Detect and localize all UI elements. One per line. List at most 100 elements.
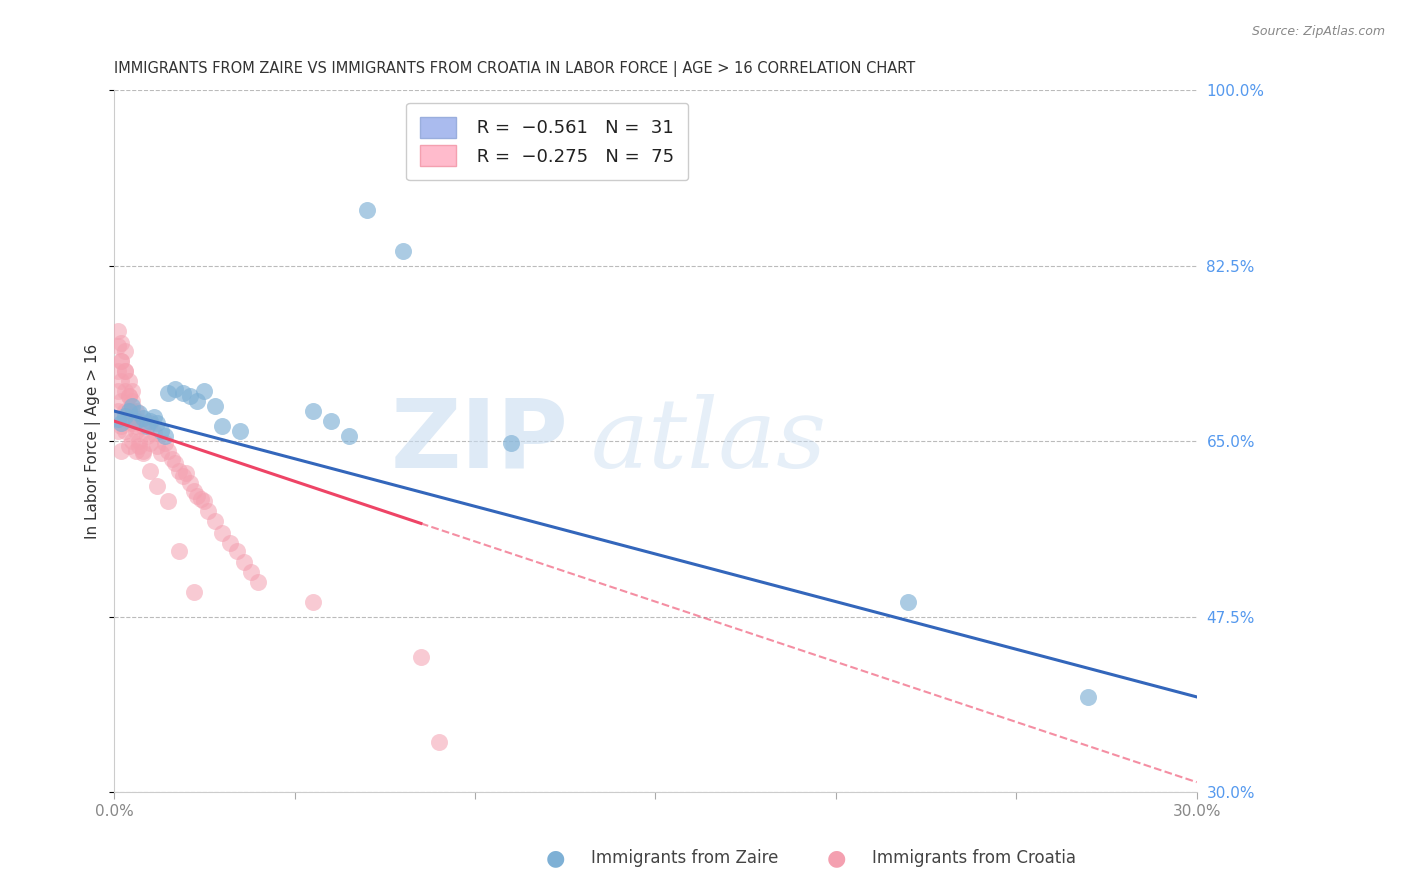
Point: [110, 354, 132, 368]
Text: IMMIGRANTS FROM ZAIRE VS IMMIGRANTS FROM CROATIA IN LABOR FORCE | AGE > 16 CORRE: IMMIGRANTS FROM ZAIRE VS IMMIGRANTS FROM…: [114, 62, 915, 78]
Point: [110, 354, 132, 368]
Point: [117, 389, 139, 403]
Point: [186, 394, 208, 409]
Point: [110, 374, 132, 388]
Point: [135, 419, 157, 434]
Point: [117, 439, 139, 453]
Point: [176, 467, 198, 481]
Point: [139, 436, 162, 450]
Point: [150, 424, 173, 438]
Point: [160, 452, 183, 467]
Point: [301, 594, 323, 608]
Point: [114, 384, 136, 398]
Text: ●: ●: [546, 848, 565, 868]
Point: [128, 434, 150, 449]
Point: [132, 411, 155, 425]
Point: [211, 526, 233, 541]
Point: [190, 492, 212, 507]
Point: [132, 446, 155, 460]
Point: [319, 414, 342, 428]
Point: [142, 410, 165, 425]
Point: [107, 424, 129, 438]
Point: [128, 414, 150, 428]
Point: [157, 444, 180, 458]
Point: [117, 404, 139, 418]
Point: [139, 416, 162, 430]
Point: [247, 574, 270, 589]
Point: [179, 389, 201, 403]
Point: [409, 649, 432, 664]
Point: [897, 594, 920, 608]
Point: [337, 429, 360, 443]
Point: [392, 244, 415, 258]
Point: [125, 444, 148, 458]
Point: [218, 536, 240, 550]
Point: [128, 406, 150, 420]
Point: [121, 384, 143, 398]
Point: [107, 364, 129, 378]
Text: ●: ●: [827, 848, 846, 868]
Point: [165, 382, 187, 396]
Point: [142, 426, 165, 441]
Point: [117, 374, 139, 388]
Point: [110, 394, 132, 409]
Point: [157, 494, 180, 508]
Point: [107, 404, 129, 418]
Point: [146, 479, 169, 493]
Point: [114, 404, 136, 418]
Point: [204, 399, 226, 413]
Point: [240, 565, 263, 579]
Point: [132, 419, 155, 434]
Text: Immigrants from Croatia: Immigrants from Croatia: [872, 849, 1076, 867]
Point: [110, 419, 132, 434]
Point: [179, 476, 201, 491]
Text: Source: ZipAtlas.com: Source: ZipAtlas.com: [1251, 25, 1385, 38]
Point: [153, 429, 176, 443]
Point: [427, 735, 450, 749]
Point: [110, 444, 132, 458]
Point: [165, 456, 187, 470]
Point: [128, 439, 150, 453]
Point: [186, 489, 208, 503]
Point: [229, 424, 252, 438]
Point: [172, 386, 194, 401]
Text: Immigrants from Zaire: Immigrants from Zaire: [591, 849, 778, 867]
Point: [211, 419, 233, 434]
Point: [121, 416, 143, 430]
Point: [107, 384, 129, 398]
Point: [139, 464, 162, 478]
Point: [153, 436, 176, 450]
Point: [146, 439, 169, 453]
Point: [117, 389, 139, 403]
Point: [114, 424, 136, 438]
Point: [121, 394, 143, 409]
Point: [121, 404, 143, 418]
Point: [233, 554, 256, 568]
Point: [356, 203, 378, 218]
Point: [121, 414, 143, 428]
Point: [110, 416, 132, 430]
Point: [117, 404, 139, 418]
Point: [146, 416, 169, 430]
Point: [121, 399, 143, 413]
Point: [197, 504, 219, 518]
Point: [114, 364, 136, 378]
Text: atlas: atlas: [591, 394, 827, 488]
Point: [172, 469, 194, 483]
Point: [110, 335, 132, 350]
Point: [132, 444, 155, 458]
Point: [193, 384, 215, 398]
Point: [1077, 690, 1099, 704]
Point: [125, 414, 148, 428]
Point: [107, 412, 129, 426]
Point: [501, 436, 523, 450]
Point: [167, 544, 190, 558]
Point: [117, 414, 139, 428]
Point: [167, 464, 190, 478]
Point: [135, 429, 157, 443]
Point: [125, 419, 148, 434]
Point: [114, 343, 136, 358]
Point: [139, 414, 162, 428]
Y-axis label: In Labor Force | Age > 16: In Labor Force | Age > 16: [86, 343, 101, 539]
Point: [183, 584, 205, 599]
